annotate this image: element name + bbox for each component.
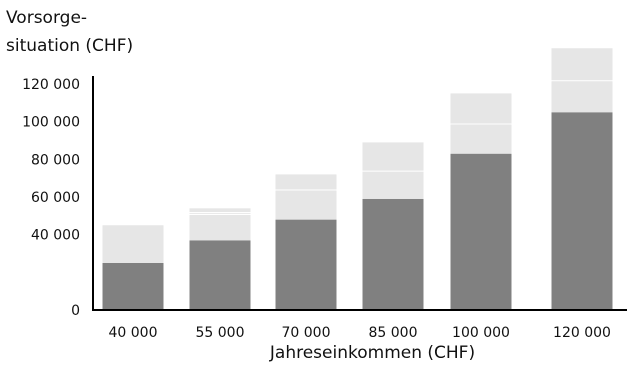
bar-segment-6-1 <box>551 112 613 310</box>
x-tick-label: 70 000 <box>282 325 331 341</box>
bar-segment-6-3 <box>551 48 613 81</box>
x-tick-label: 120 000 <box>553 325 611 341</box>
bar-segment-4-2 <box>362 170 424 199</box>
y-axis-title-line-2: situation (CHF) <box>6 36 134 56</box>
bar-segment-2-4 <box>189 208 251 213</box>
y-tick-label: 80 000 <box>31 152 80 168</box>
bar-segment-4-1 <box>362 198 424 310</box>
bars-group <box>102 48 613 310</box>
bar-segment-2-1 <box>189 240 251 310</box>
x-tick-labels: 40 000 55 000 70 000 85 000 100 000 120 000 <box>109 325 611 341</box>
y-tick-label: 120 000 <box>22 77 80 93</box>
x-tick-label: 40 000 <box>109 325 158 341</box>
bar-segment-3-2 <box>275 189 337 220</box>
bar-segment-1-4 <box>102 225 164 263</box>
x-tick-label: 55 000 <box>196 325 245 341</box>
bar-segment-5-1 <box>450 153 512 310</box>
y-axis-title: Vorsorge- situation (CHF) <box>6 4 133 60</box>
bar-segment-4-3 <box>362 142 424 171</box>
bar-segment-6-2 <box>551 80 613 113</box>
y-tick-label: 40 000 <box>31 228 80 244</box>
y-tick-label: 0 <box>71 303 80 319</box>
y-tick-labels: 0 40 000 60 000 80 000 100 000 120 000 <box>22 77 80 319</box>
y-tick-label: 100 000 <box>22 115 80 131</box>
x-tick-label: 100 000 <box>452 325 510 341</box>
x-tick-label: 85 000 <box>369 325 418 341</box>
y-axis-title-line-1: Vorsorge- <box>6 8 88 28</box>
bar-segment-5-3 <box>450 93 512 124</box>
bar-segment-2-2 <box>189 213 251 241</box>
bar-segment-1-1 <box>102 262 164 310</box>
y-tick-label: 60 000 <box>31 190 80 206</box>
bar-segment-3-1 <box>275 219 337 310</box>
bar-segment-3-3 <box>275 174 337 190</box>
bar-segment-5-2 <box>450 123 512 154</box>
x-axis-title: Jahreseinkommen (CHF) <box>269 343 476 363</box>
